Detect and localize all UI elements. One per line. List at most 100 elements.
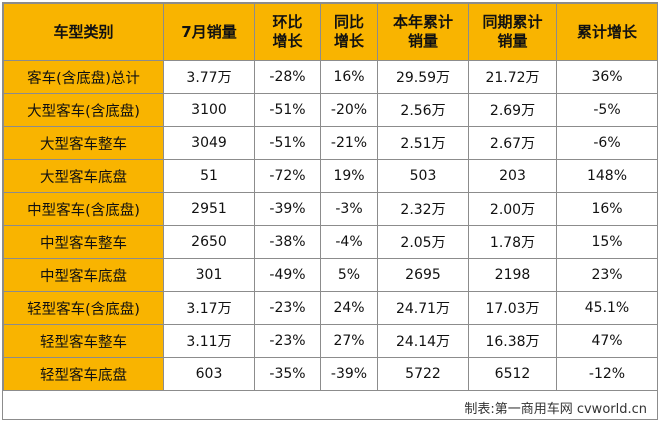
header-prior-ytd-sales: 同期累计 销量 <box>468 3 557 61</box>
header-vehicle-type: 车型类别 <box>3 3 164 61</box>
header-yoy-growth: 同比 增长 <box>320 3 378 61</box>
table-row: 中型客车整车 2650 -38% -4% 2.05万 1.78万 15% <box>3 225 658 259</box>
value-cell: 16% <box>556 192 658 226</box>
value-cell: 2.69万 <box>468 93 557 127</box>
header-line: 销量 <box>497 32 528 50</box>
value-cell: -3% <box>320 192 378 226</box>
sales-table: 车型类别 7月销量 环比 增长 同比 增长 本年累计 销量 同期累计 销量 累计增长 客车(含底盘)… <box>3 3 658 391</box>
value-cell: -6% <box>556 126 658 160</box>
table-body: 客车(含底盘)总计 3.77万 -28% 16% 29.59万 21.72万 36% 大型客车… <box>3 60 658 391</box>
value-cell: 2198 <box>468 258 557 292</box>
value-cell: 203 <box>468 159 557 193</box>
value-cell: -39% <box>254 192 321 226</box>
value-cell: -12% <box>556 357 658 391</box>
vehicle-category-cell: 大型客车整车 <box>3 126 164 160</box>
value-cell: 51 <box>163 159 255 193</box>
header-july-sales: 7月销量 <box>163 3 255 61</box>
value-cell: 2951 <box>163 192 255 226</box>
header-line: 销量 <box>407 32 438 50</box>
value-cell: 19% <box>320 159 378 193</box>
vehicle-category-cell: 轻型客车(含底盘) <box>3 291 164 325</box>
table-row: 客车(含底盘)总计 3.77万 -28% 16% 29.59万 21.72万 36% <box>3 60 658 94</box>
value-cell: 2.00万 <box>468 192 557 226</box>
value-cell: 2.67万 <box>468 126 557 160</box>
value-cell: 3.11万 <box>163 324 255 358</box>
header-ytd-sales: 本年累计 销量 <box>377 3 469 61</box>
table-row: 中型客车底盘 301 -49% 5% 2695 2198 23% <box>3 258 658 292</box>
value-cell: 2.51万 <box>377 126 469 160</box>
value-cell: 6512 <box>468 357 557 391</box>
value-cell: 15% <box>556 225 658 259</box>
value-cell: -51% <box>254 126 321 160</box>
value-cell: 16.38万 <box>468 324 557 358</box>
value-cell: 16% <box>320 60 378 94</box>
value-cell: -51% <box>254 93 321 127</box>
value-cell: 2.56万 <box>377 93 469 127</box>
table-row: 轻型客车底盘 603 -35% -39% 5722 6512 -12% <box>3 357 658 391</box>
value-cell: 2.32万 <box>377 192 469 226</box>
header-line: 增长 <box>272 32 303 50</box>
value-cell: 29.59万 <box>377 60 469 94</box>
vehicle-category-cell: 轻型客车底盘 <box>3 357 164 391</box>
table-row: 大型客车底盘 51 -72% 19% 503 203 148% <box>3 159 658 193</box>
vehicle-category-cell: 中型客车底盘 <box>3 258 164 292</box>
value-cell: 17.03万 <box>468 291 557 325</box>
header-mom-growth: 环比 增长 <box>254 3 321 61</box>
header-line: 车型类别 <box>53 22 114 41</box>
vehicle-category-cell: 客车(含底盘)总计 <box>3 60 164 94</box>
value-cell: -20% <box>320 93 378 127</box>
header-row: 车型类别 7月销量 环比 增长 同比 增长 本年累计 销量 同期累计 销量 累计增长 <box>3 3 658 61</box>
value-cell: 24% <box>320 291 378 325</box>
value-cell: -23% <box>254 291 321 325</box>
header-line: 7月销量 <box>181 22 237 41</box>
vehicle-category-cell: 大型客车(含底盘) <box>3 93 164 127</box>
value-cell: -49% <box>254 258 321 292</box>
vehicle-category-cell: 中型客车整车 <box>3 225 164 259</box>
table-footer-note: 制表:第一商用车网 cvworld.cn <box>464 402 647 417</box>
value-cell: -5% <box>556 93 658 127</box>
header-line: 同期累计 <box>482 13 543 31</box>
value-cell: 2695 <box>377 258 469 292</box>
vehicle-category-cell: 大型客车底盘 <box>3 159 164 193</box>
vehicle-category-cell: 轻型客车整车 <box>3 324 164 358</box>
value-cell: 36% <box>556 60 658 94</box>
table-row: 轻型客车整车 3.11万 -23% 27% 24.14万 16.38万 47% <box>3 324 658 358</box>
value-cell: 2650 <box>163 225 255 259</box>
table-row: 大型客车(含底盘) 3100 -51% -20% 2.56万 2.69万 -5% <box>3 93 658 127</box>
value-cell: 45.1% <box>556 291 658 325</box>
value-cell: 21.72万 <box>468 60 557 94</box>
value-cell: 5722 <box>377 357 469 391</box>
value-cell: -21% <box>320 126 378 160</box>
value-cell: 1.78万 <box>468 225 557 259</box>
table-row: 中型客车(含底盘) 2951 -39% -3% 2.32万 2.00万 16% <box>3 192 658 226</box>
header-ytd-growth: 累计增长 <box>556 3 658 61</box>
table-row: 大型客车整车 3049 -51% -21% 2.51万 2.67万 -6% <box>3 126 658 160</box>
value-cell: 3049 <box>163 126 255 160</box>
value-cell: 47% <box>556 324 658 358</box>
value-cell: 3100 <box>163 93 255 127</box>
value-cell: 148% <box>556 159 658 193</box>
value-cell: -4% <box>320 225 378 259</box>
value-cell: 2.05万 <box>377 225 469 259</box>
value-cell: 5% <box>320 258 378 292</box>
vehicle-category-cell: 中型客车(含底盘) <box>3 192 164 226</box>
value-cell: 503 <box>377 159 469 193</box>
value-cell: 3.77万 <box>163 60 255 94</box>
value-cell: 24.14万 <box>377 324 469 358</box>
value-cell: 603 <box>163 357 255 391</box>
value-cell: -35% <box>254 357 321 391</box>
header-line: 同比 <box>333 13 364 31</box>
value-cell: -28% <box>254 60 321 94</box>
value-cell: -38% <box>254 225 321 259</box>
value-cell: -39% <box>320 357 378 391</box>
value-cell: 27% <box>320 324 378 358</box>
header-line: 环比 <box>272 13 303 31</box>
header-line: 本年累计 <box>392 13 453 31</box>
value-cell: 24.71万 <box>377 291 469 325</box>
value-cell: 301 <box>163 258 255 292</box>
value-cell: 23% <box>556 258 658 292</box>
header-line: 增长 <box>333 32 364 50</box>
value-cell: 3.17万 <box>163 291 255 325</box>
value-cell: -23% <box>254 324 321 358</box>
